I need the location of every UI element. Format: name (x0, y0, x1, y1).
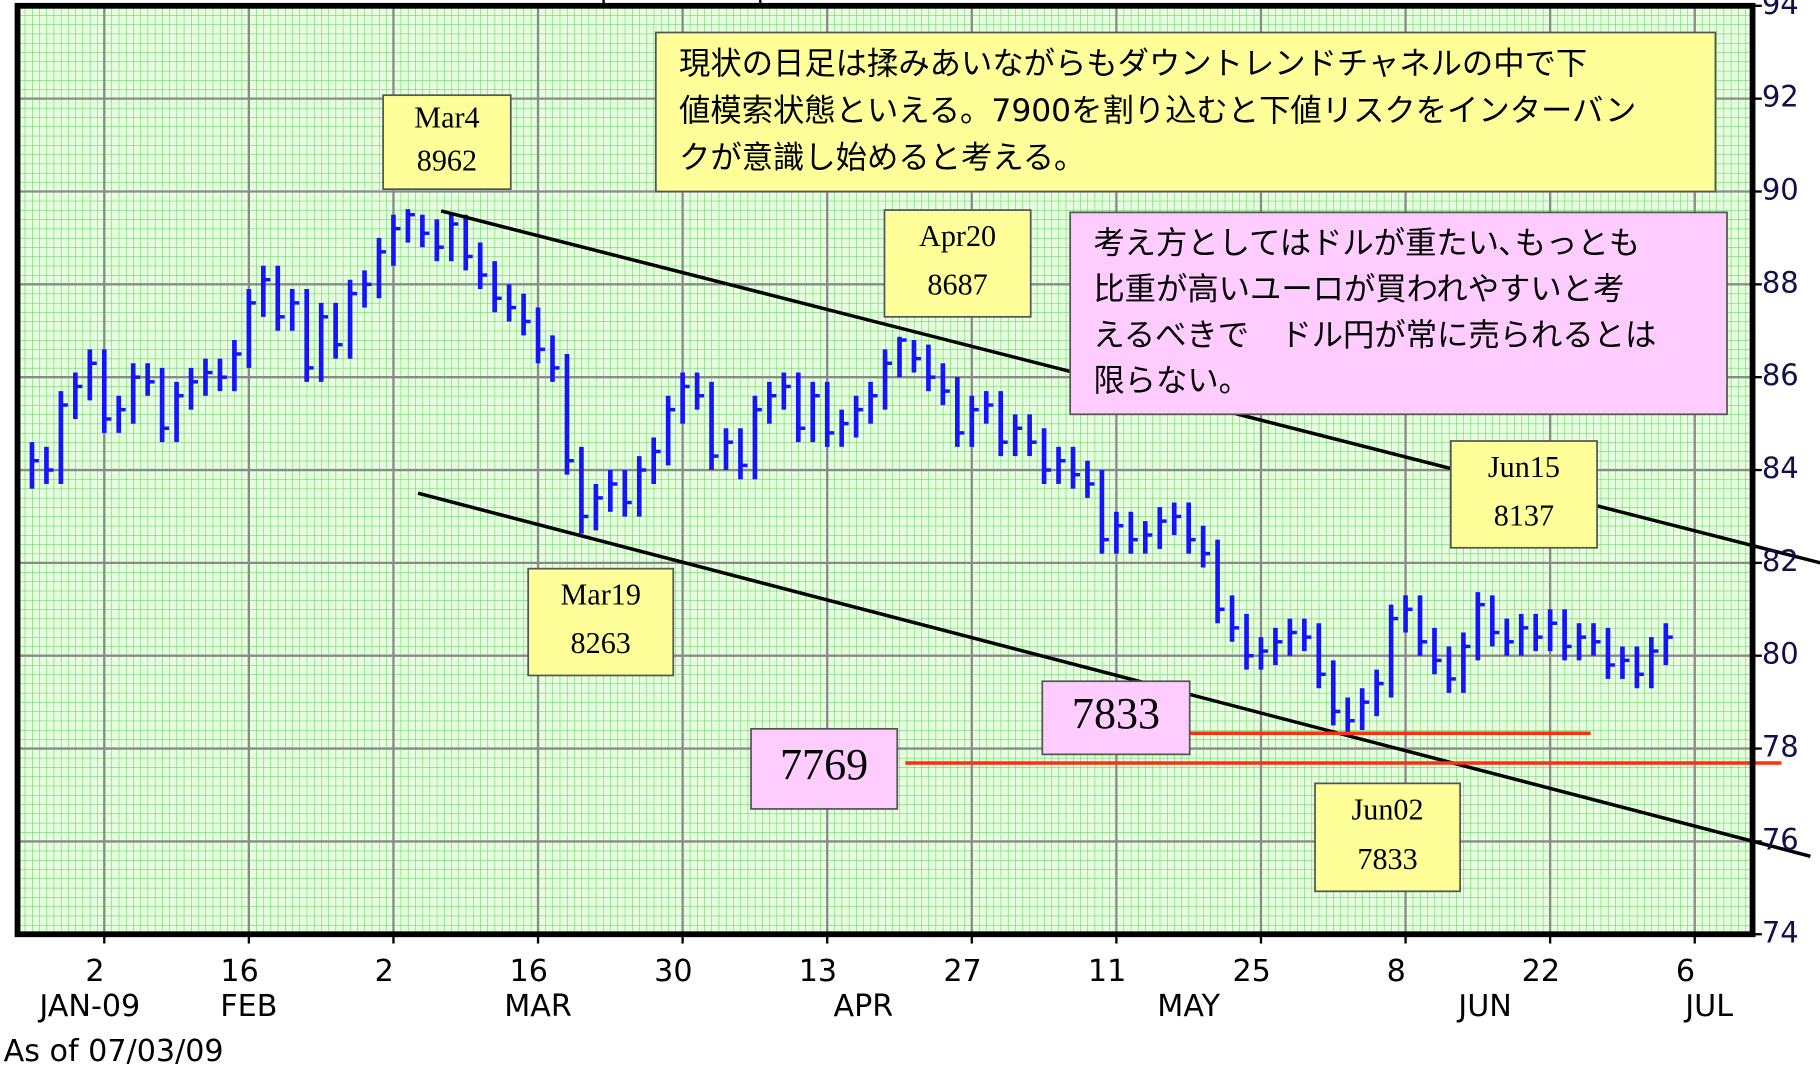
annotation-text: えるべきで ドル円が常に売られるとは (1093, 317, 1656, 353)
overlay: Mar4 8962 Apr20 8687 Mar19 8263 Jun15 8137 Jun02… (382, 31, 1820, 893)
x-month-label: APR (833, 989, 893, 1024)
y-tick-label: 86 (1762, 358, 1799, 392)
annotation-text: 7833 (1072, 689, 1160, 738)
x-tick-label: 13 (799, 954, 837, 989)
annotation-text: 7833 (1357, 842, 1417, 876)
annotation-text: Mar19 (561, 578, 641, 612)
x-tick-label: 22 (1522, 954, 1560, 989)
x-tick-label: 6 (1676, 954, 1695, 989)
x-tick-label: 16 (220, 954, 258, 989)
annotation-box (654, 31, 1717, 193)
annotation-text: 8687 (927, 268, 987, 302)
bars (29, 209, 1673, 734)
x-tick-label: 16 (510, 954, 548, 989)
annotation-box (382, 94, 512, 191)
y-tick-label: 88 (1762, 265, 1799, 299)
annotation-text: Jun02 (1352, 793, 1424, 827)
trend-line (417, 491, 1811, 858)
annotation-text: 8962 (417, 143, 477, 177)
y-tick-label: 82 (1762, 544, 1799, 578)
x-tick-label: 8 (1387, 954, 1406, 989)
x-tick-label: 27 (943, 954, 981, 989)
x-tick-label: 11 (1088, 954, 1126, 989)
y-tick-label: 80 (1762, 637, 1799, 671)
annotation-text: 考え方としてはドルが重たい､もっとも (1093, 226, 1640, 262)
x-month-label: JUN (1456, 989, 1512, 1024)
annotation-box (883, 209, 1032, 318)
annotation-text: Jun15 (1488, 450, 1560, 484)
annotation-text: 8137 (1494, 499, 1554, 533)
y-tick-label: 76 (1762, 822, 1799, 856)
annotation-text: 比重が高いユーロが買われやすいと考 (1093, 271, 1624, 307)
annotation-text: Apr20 (919, 219, 996, 253)
y-tick-label: 84 (1762, 451, 1799, 485)
x-tick-label: 2 (375, 954, 394, 989)
x-month-label: MAR (504, 989, 572, 1024)
annotation-box (1069, 211, 1728, 416)
y-tick-label: 92 (1762, 80, 1799, 114)
annotation-text: 限らない。 (1093, 363, 1250, 399)
annotation-text: 現状の日足は揉みあいながらもダウントレンドチャネルの中で下 (679, 46, 1587, 82)
annotation-box (527, 567, 675, 677)
x-month-label: MAY (1157, 989, 1220, 1024)
annotation-text: 値模索状態といえる。7900を割り込むと下値リスクをインターバン (679, 93, 1636, 129)
x-month-label: FEB (220, 989, 277, 1024)
annotation-text: クが意識し始めると考える。 (679, 140, 1085, 176)
y-tick-label: 94 (1762, 0, 1799, 21)
annotation-box (1041, 680, 1191, 756)
y-tick-label: 78 (1762, 730, 1799, 764)
annotation-box (1449, 440, 1598, 549)
y-tick-label: 90 (1762, 172, 1799, 206)
annotation-box (1314, 782, 1461, 893)
x-month-label: JUL (1683, 989, 1733, 1024)
x-tick-label: 2 (85, 954, 104, 989)
annotation-text: Mar4 (414, 101, 479, 135)
annotation-text: 8263 (571, 626, 631, 660)
x-tick-label: 30 (654, 954, 692, 989)
annotation-box (750, 727, 899, 810)
footnote: As of 07/03/09 (4, 1034, 224, 1069)
x-month-label: JAN-09 (37, 989, 140, 1024)
annotation-text: 7769 (780, 740, 868, 789)
y-tick-label: 74 (1762, 915, 1799, 949)
x-tick-label: 25 (1233, 954, 1271, 989)
